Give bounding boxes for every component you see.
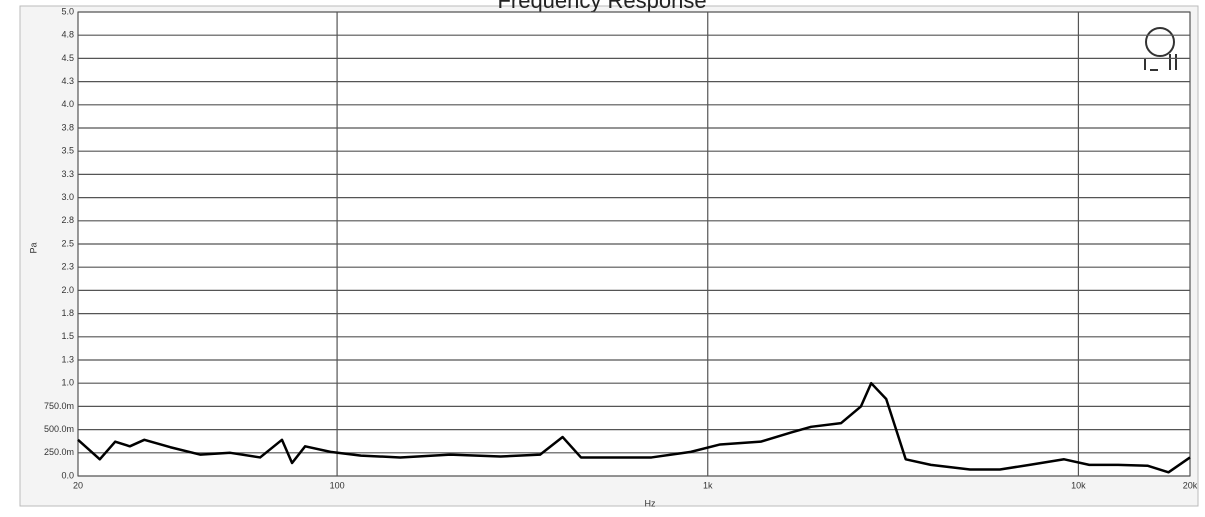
y-tick-label: 3.5 bbox=[61, 146, 74, 156]
y-tick-label: 4.8 bbox=[61, 30, 74, 40]
x-tick-label: 20k bbox=[1183, 480, 1198, 490]
y-tick-label: 250.0m bbox=[44, 447, 74, 457]
y-tick-label: 1.0 bbox=[61, 378, 74, 388]
chart-title: Frequency Response bbox=[497, 0, 706, 13]
y-tick-label: 5.0 bbox=[61, 6, 74, 16]
y-tick-label: 500.0m bbox=[44, 424, 74, 434]
y-tick-label: 2.3 bbox=[61, 262, 74, 272]
x-axis-label: Hz bbox=[645, 498, 656, 508]
y-tick-label: 1.5 bbox=[61, 331, 74, 341]
y-tick-label: 3.3 bbox=[61, 169, 74, 179]
y-tick-label: 3.8 bbox=[61, 122, 74, 132]
x-tick-label: 100 bbox=[330, 480, 345, 490]
y-axis-label: Pa bbox=[28, 242, 38, 253]
y-tick-label: 2.5 bbox=[61, 238, 74, 248]
y-tick-label: 0.0 bbox=[61, 470, 74, 480]
line bbox=[77, 381, 1191, 474]
y-tick-label: 4.5 bbox=[61, 53, 74, 63]
y-tick-label: 4.3 bbox=[61, 76, 74, 86]
y-tick-label: 4.0 bbox=[61, 99, 74, 109]
y-tick-label: 2.8 bbox=[61, 215, 74, 225]
y-tick-label: 1.8 bbox=[61, 308, 74, 318]
x-tick-label: 10k bbox=[1071, 480, 1086, 490]
x-tick-label: 1k bbox=[703, 480, 713, 490]
y-tick-label: 1.3 bbox=[61, 354, 74, 364]
y-tick-label: 2.0 bbox=[61, 285, 74, 295]
y-tick-label: 750.0m bbox=[44, 401, 74, 411]
x-tick-label: 20 bbox=[73, 480, 83, 490]
y-tick-label: 3.0 bbox=[61, 192, 74, 202]
logo bbox=[1138, 18, 1186, 76]
